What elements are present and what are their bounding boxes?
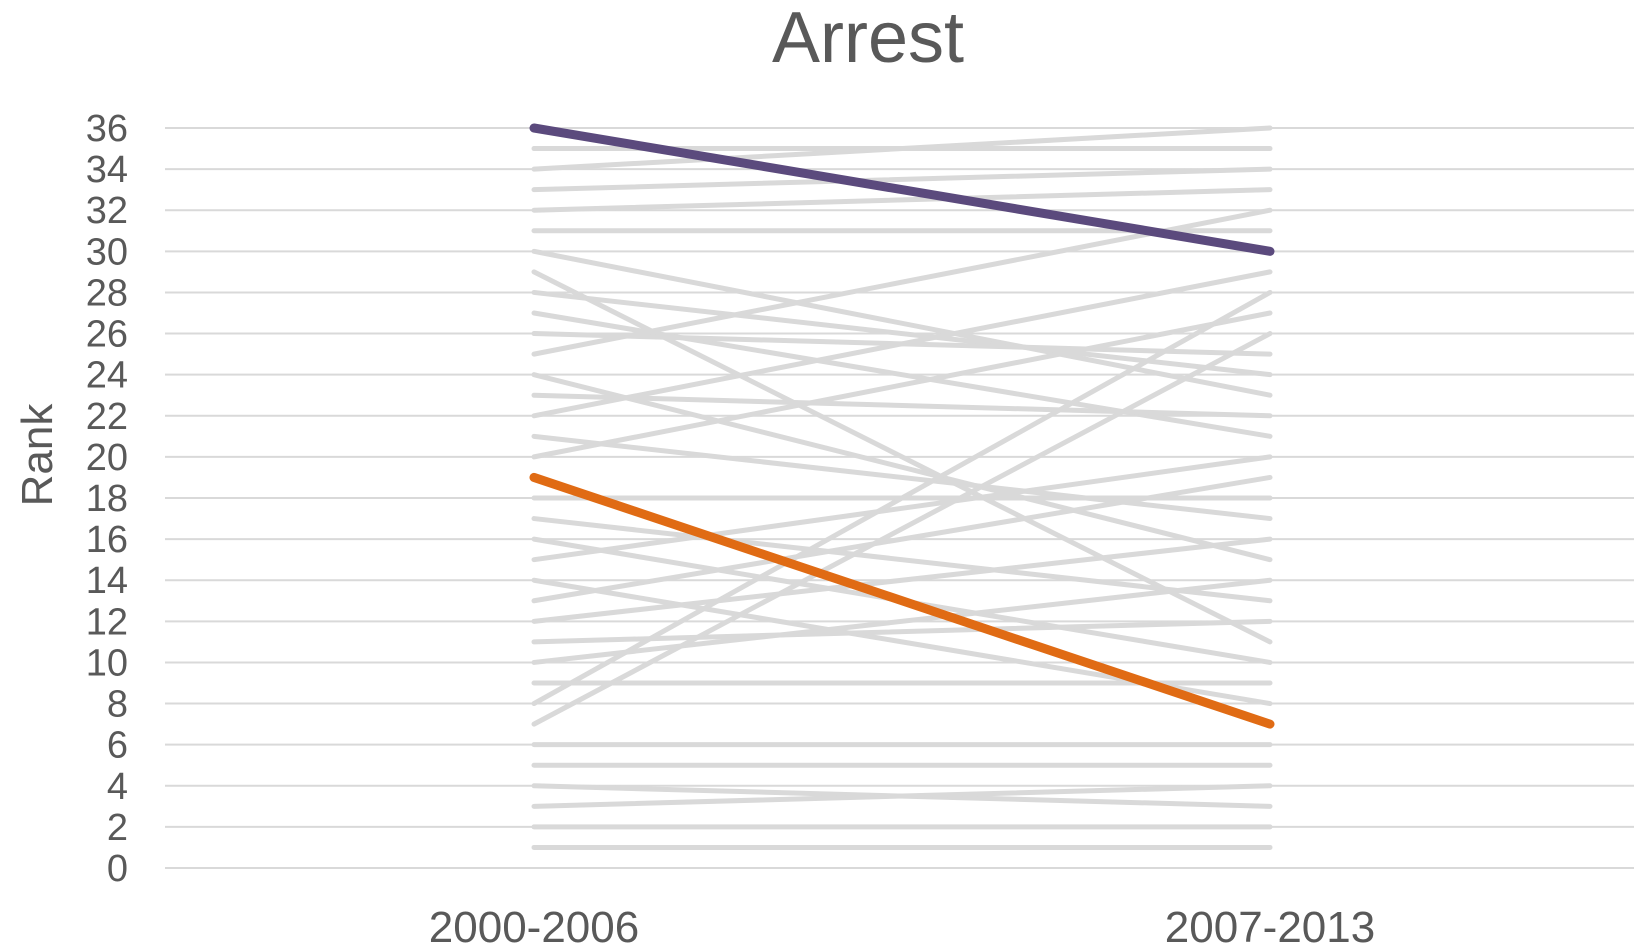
y-axis-label: Rank (13, 403, 62, 507)
x-tick-label: 2007-2013 (1165, 903, 1375, 947)
y-tick-label: 32 (86, 190, 128, 232)
series-line (531, 248, 1273, 398)
y-tick-label: 28 (86, 272, 128, 314)
series-line (531, 372, 1273, 563)
series-line (531, 187, 1273, 213)
series-line (531, 433, 1273, 522)
y-tick-label: 20 (86, 437, 128, 479)
series-line (531, 166, 1273, 193)
highlighted-series-line (529, 123, 1275, 256)
series-line (531, 516, 1273, 604)
series-line (531, 783, 1273, 809)
series-line (531, 454, 1273, 563)
y-tick-label: 14 (86, 560, 128, 602)
series-line (531, 269, 1273, 419)
chart-title: Arrest (772, 0, 964, 78)
y-tick-label: 0 (107, 848, 128, 890)
y-tick-label: 12 (86, 601, 128, 643)
y-tick-label: 34 (86, 149, 128, 191)
series-line (531, 125, 1273, 172)
series-line (531, 618, 1273, 645)
series-line (531, 577, 1273, 665)
y-tick-label: 16 (86, 519, 128, 561)
y-tick-label: 30 (86, 231, 128, 273)
highlighted-series-line (529, 472, 1275, 729)
y-tick-label: 24 (86, 355, 128, 397)
series-line (531, 392, 1273, 419)
x-tick-label: 2000-2006 (429, 903, 639, 947)
y-tick-label: 10 (86, 642, 128, 684)
y-tick-label: 26 (86, 314, 128, 356)
y-tick-label: 6 (107, 725, 128, 767)
series-line (531, 310, 1273, 439)
series-line (531, 310, 1273, 460)
highlighted-series-lines (529, 123, 1275, 729)
series-line (531, 536, 1273, 624)
series-line (531, 289, 1273, 707)
y-tick-label: 2 (107, 807, 128, 849)
y-tick-label: 18 (86, 478, 128, 520)
y-tick-label: 4 (107, 766, 128, 808)
series-line (531, 474, 1273, 604)
y-tick-label: 8 (107, 684, 128, 726)
y-tick-label: 22 (86, 396, 128, 438)
series-line (531, 331, 1273, 727)
x-tick-labels: 2000-2006 2007-2013 (429, 903, 1375, 947)
y-tick-label: 36 (86, 108, 128, 150)
